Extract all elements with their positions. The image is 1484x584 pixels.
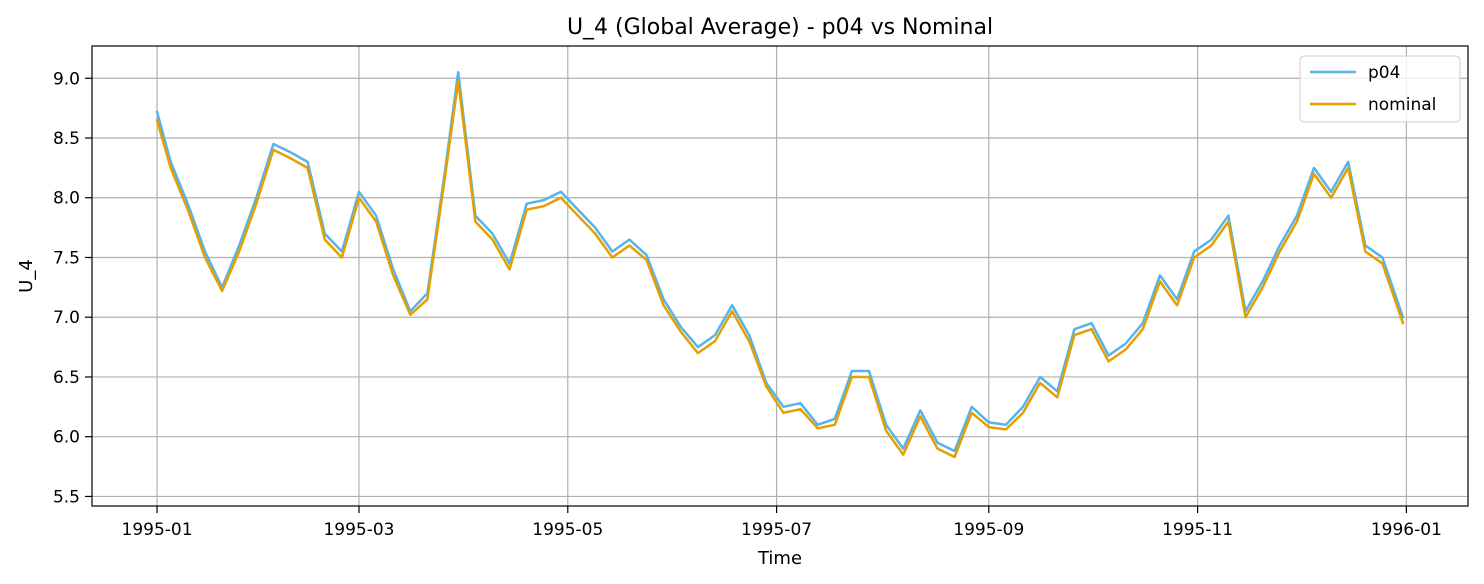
- y-axis: 5.5 6.0 6.5 7.0 7.5 8.0 8.5 9.0: [53, 69, 92, 507]
- legend-label-nominal: nominal: [1368, 95, 1436, 115]
- y-tick-label: 6.0: [53, 428, 80, 448]
- plot-frame: [91, 45, 1469, 507]
- y-tick-label: 5.5: [53, 487, 80, 507]
- y-tick-label: 8.5: [53, 129, 80, 149]
- x-tick-label: 1995-09: [953, 520, 1024, 540]
- x-tick-label: 1995-01: [122, 520, 193, 540]
- series-layer: [155, 71, 1405, 459]
- y-tick-label: 9.0: [53, 69, 80, 89]
- series-line-nominal: [155, 79, 1405, 459]
- y-tick-label: 8.0: [53, 189, 80, 209]
- y-axis-label: U_4: [16, 259, 37, 293]
- y-tick-label: 7.5: [53, 248, 80, 268]
- y-tick-label: 7.0: [53, 308, 80, 328]
- x-tick-label: 1995-07: [741, 520, 812, 540]
- x-tick-label: 1995-03: [323, 520, 394, 540]
- legend-label-p04: p04: [1368, 63, 1400, 83]
- x-axis-label: Time: [757, 548, 802, 569]
- x-tick-label: 1995-05: [532, 520, 603, 540]
- x-tick-label: 1995-11: [1162, 520, 1233, 540]
- grid-lines: [92, 46, 1468, 506]
- legend: p04 nominal: [1299, 55, 1461, 123]
- x-axis: 1995-01 1995-03 1995-05 1995-07 1995-09 1995-…: [122, 506, 1442, 540]
- y-tick-label: 6.5: [53, 368, 80, 388]
- chart-title: U_4 (Global Average) - p04 vs Nominal: [567, 15, 993, 40]
- series-line-p04: [155, 71, 1405, 453]
- x-tick-label: 1996-01: [1371, 520, 1442, 540]
